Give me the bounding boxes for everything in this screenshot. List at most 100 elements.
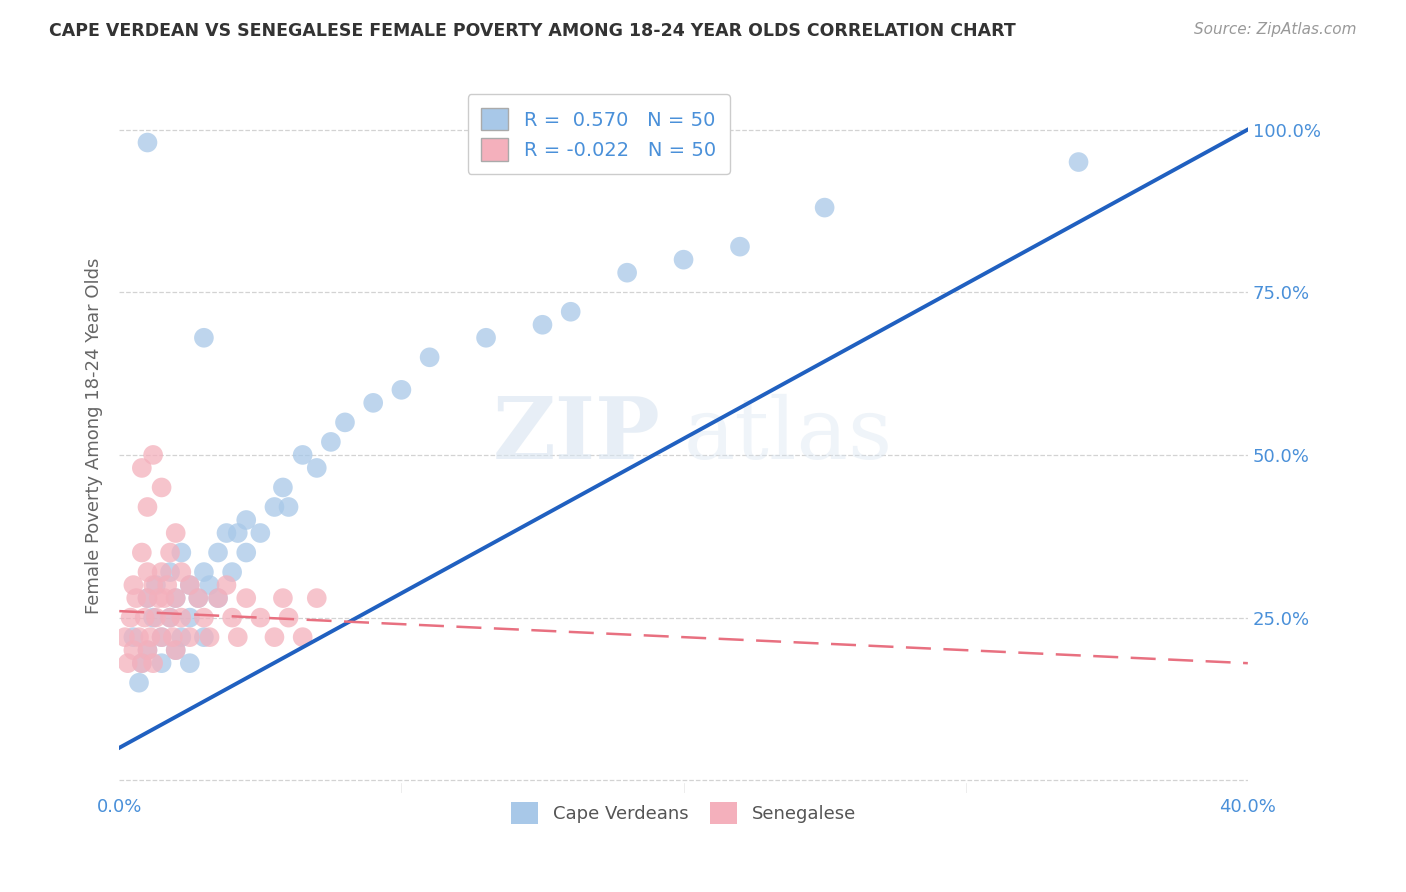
Point: [170, 630, 193, 644]
Point: [198, 578, 221, 592]
Point: [165, 643, 187, 657]
Point: [150, 630, 173, 644]
Point: [271, 480, 294, 494]
Point: [361, 396, 384, 410]
Point: [128, 630, 150, 644]
Point: [560, 304, 582, 318]
Point: [226, 630, 249, 644]
Point: [136, 565, 159, 579]
Text: Source: ZipAtlas.com: Source: ZipAtlas.com: [1194, 22, 1357, 37]
Point: [291, 630, 314, 644]
Point: [198, 630, 221, 644]
Point: [391, 383, 413, 397]
Point: [179, 656, 201, 670]
Point: [134, 610, 156, 624]
Point: [263, 500, 285, 514]
Point: [814, 201, 837, 215]
Point: [156, 578, 179, 592]
Point: [145, 578, 167, 592]
Point: [305, 591, 328, 606]
Point: [136, 136, 159, 150]
Point: [142, 448, 165, 462]
Point: [187, 591, 209, 606]
Text: atlas: atlas: [683, 393, 893, 477]
Point: [122, 630, 145, 644]
Point: [221, 610, 243, 624]
Point: [165, 591, 187, 606]
Point: [142, 656, 165, 670]
Point: [221, 565, 243, 579]
Point: [165, 643, 187, 657]
Point: [142, 610, 165, 624]
Point: [616, 266, 638, 280]
Point: [136, 591, 159, 606]
Point: [333, 416, 356, 430]
Point: [277, 500, 299, 514]
Point: [193, 331, 215, 345]
Point: [131, 656, 153, 670]
Point: [159, 565, 181, 579]
Point: [215, 526, 238, 541]
Point: [179, 630, 201, 644]
Point: [728, 240, 751, 254]
Point: [142, 578, 165, 592]
Point: [277, 610, 299, 624]
Text: ZIP: ZIP: [494, 393, 661, 477]
Point: [117, 656, 139, 670]
Point: [131, 461, 153, 475]
Point: [193, 630, 215, 644]
Text: CAPE VERDEAN VS SENEGALESE FEMALE POVERTY AMONG 18-24 YEAR OLDS CORRELATION CHAR: CAPE VERDEAN VS SENEGALESE FEMALE POVERT…: [49, 22, 1017, 40]
Point: [131, 545, 153, 559]
Point: [531, 318, 554, 332]
Legend: Cape Verdeans, Senegalese: Cape Verdeans, Senegalese: [501, 790, 866, 834]
Point: [120, 610, 142, 624]
Point: [249, 526, 271, 541]
Point: [305, 461, 328, 475]
Point: [145, 610, 167, 624]
Point: [165, 526, 187, 541]
Point: [153, 591, 176, 606]
Point: [150, 565, 173, 579]
Point: [150, 630, 173, 644]
Point: [136, 643, 159, 657]
Point: [226, 526, 249, 541]
Point: [139, 630, 162, 644]
Point: [162, 630, 184, 644]
Point: [271, 591, 294, 606]
Point: [148, 591, 170, 606]
Point: [179, 610, 201, 624]
Point: [235, 513, 257, 527]
Point: [1067, 155, 1090, 169]
Point: [249, 610, 271, 624]
Point: [170, 565, 193, 579]
Point: [125, 591, 148, 606]
Point: [193, 565, 215, 579]
Point: [122, 578, 145, 592]
Point: [235, 591, 257, 606]
Point: [291, 448, 314, 462]
Y-axis label: Female Poverty Among 18-24 Year Olds: Female Poverty Among 18-24 Year Olds: [86, 257, 103, 614]
Point: [165, 591, 187, 606]
Point: [114, 630, 136, 644]
Point: [475, 331, 498, 345]
Point: [136, 500, 159, 514]
Point: [207, 591, 229, 606]
Point: [179, 578, 201, 592]
Point: [170, 610, 193, 624]
Point: [159, 545, 181, 559]
Point: [235, 545, 257, 559]
Point: [207, 545, 229, 559]
Point: [319, 434, 342, 449]
Point: [136, 643, 159, 657]
Point: [170, 545, 193, 559]
Point: [128, 675, 150, 690]
Point: [419, 351, 441, 365]
Point: [193, 610, 215, 624]
Point: [122, 643, 145, 657]
Point: [207, 591, 229, 606]
Point: [159, 610, 181, 624]
Point: [179, 578, 201, 592]
Point: [150, 656, 173, 670]
Point: [263, 630, 285, 644]
Point: [159, 610, 181, 624]
